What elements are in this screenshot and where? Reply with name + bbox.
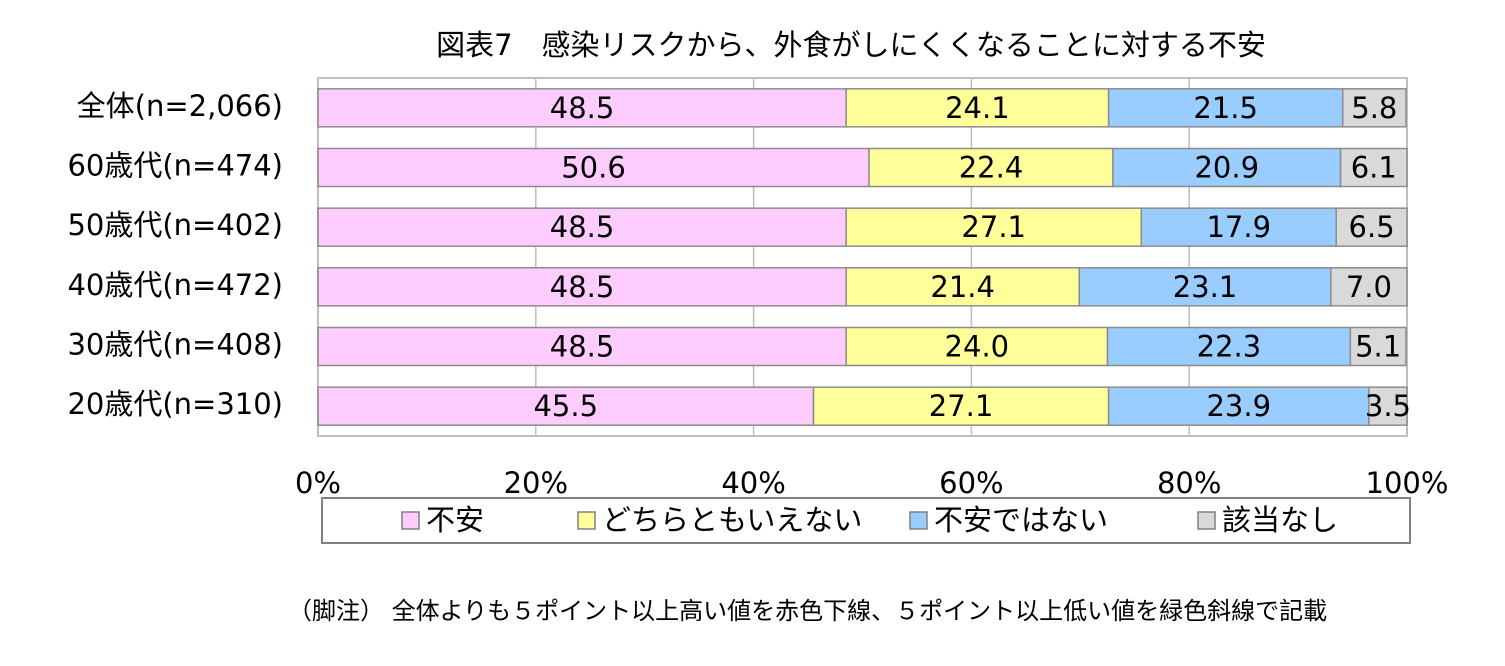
y-tick-label: 30歳代(n=408) [67, 328, 283, 362]
plot-frame [317, 77, 1408, 437]
data-label: 27.1 [929, 389, 994, 423]
data-label: 23.9 [1206, 389, 1271, 423]
data-label: 21.4 [930, 270, 995, 304]
bar-segment [1349, 326, 1407, 367]
x-tick-label: 100% [1366, 466, 1449, 500]
data-label: 17.9 [1206, 210, 1271, 244]
data-label: 22.3 [1197, 330, 1262, 364]
data-label: 21.5 [1193, 91, 1258, 125]
data-label: 24.1 [945, 91, 1010, 125]
bar-segment [317, 147, 870, 188]
data-label: 24.0 [945, 330, 1010, 364]
bar-segment [1330, 267, 1408, 307]
bar-segment [1107, 88, 1344, 128]
data-label: 6.5 [1349, 210, 1395, 244]
legend-swatch [401, 511, 420, 530]
data-label: 27.1 [961, 210, 1026, 244]
bar-segment [868, 147, 1114, 188]
bar-segment [1112, 147, 1342, 188]
bar-segment [317, 326, 847, 367]
data-label: 23.1 [1173, 270, 1238, 304]
y-tick-label: 40歳代(n=472) [67, 268, 283, 302]
y-tick-label: 20歳代(n=310) [67, 387, 283, 421]
legend-box [321, 497, 1411, 544]
legend-swatch [909, 511, 928, 530]
legend-label: 不安ではない [934, 503, 1108, 537]
bar-segment [1341, 88, 1407, 128]
chart-title: 図表7 感染リスクから、外食がしにくくなることに対する不安 [436, 28, 1266, 62]
data-label: 45.5 [533, 389, 598, 423]
y-tick-label: 50歳代(n=402) [67, 208, 283, 242]
data-label: 3.5 [1365, 389, 1411, 423]
x-tick-label: 80% [1157, 466, 1221, 500]
legend-swatch [577, 511, 596, 530]
data-label: 7.0 [1346, 270, 1392, 304]
bar-segment [1368, 386, 1408, 426]
data-label: 48.5 [550, 210, 615, 244]
bar-segment [317, 207, 847, 247]
data-label: 50.6 [561, 151, 626, 185]
data-label: 20.9 [1194, 151, 1259, 185]
data-label: 5.8 [1351, 91, 1397, 125]
legend-swatch [1197, 511, 1216, 530]
x-tick-label: 20% [504, 466, 568, 500]
bar-segment [1107, 386, 1370, 426]
x-tick-label: 40% [721, 466, 785, 500]
data-label: 48.5 [550, 91, 615, 125]
footnote: （脚注） 全体よりも５ポイント以上高い値を赤色下線、５ポイント以上低い値を緑色斜… [288, 597, 1327, 625]
legend-label: 不安 [426, 503, 484, 537]
bar-segment [1335, 207, 1408, 247]
bar-segment [1339, 147, 1408, 188]
data-label: 48.5 [550, 330, 615, 364]
data-label: 48.5 [550, 270, 615, 304]
data-label: 22.4 [959, 151, 1024, 185]
bar-segment [317, 267, 847, 307]
bar-segment [845, 207, 1143, 247]
legend-label: 該当なし [1222, 503, 1338, 537]
data-label: 5.1 [1355, 330, 1401, 364]
y-tick-label: 60歳代(n=474) [67, 149, 283, 183]
y-tick-label: 全体(n=2,066) [77, 89, 283, 123]
bar-segment [812, 386, 1110, 426]
x-tick-label: 0% [295, 466, 341, 500]
bar-segment [1140, 207, 1337, 247]
data-label: 6.1 [1351, 151, 1397, 185]
x-tick-label: 60% [939, 466, 1003, 500]
legend-label: どちらともいえない [602, 503, 862, 537]
